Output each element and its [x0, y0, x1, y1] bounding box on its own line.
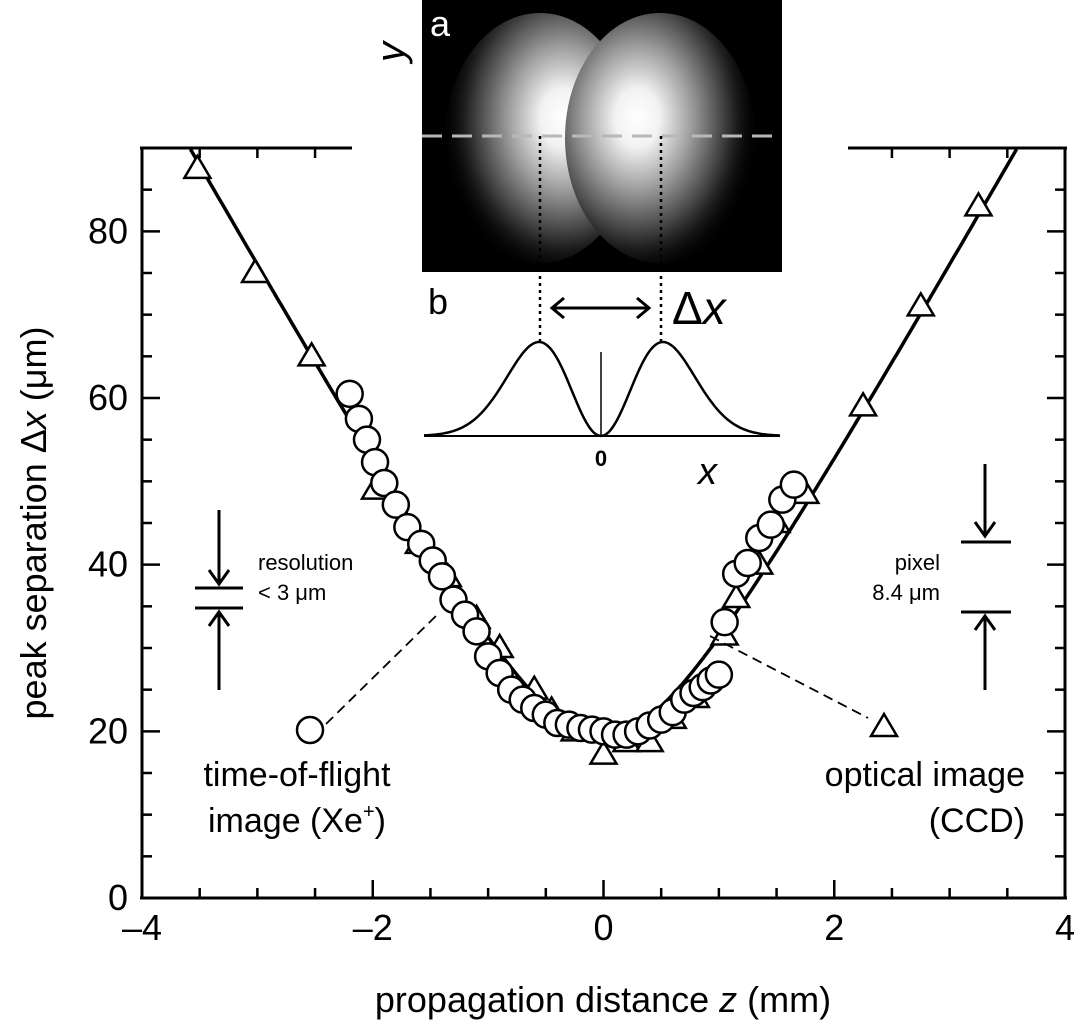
y-tick-label: 20 — [88, 710, 128, 751]
legend-triangle-marker — [868, 711, 900, 738]
profile-curve — [423, 340, 781, 438]
y-tick-label: 60 — [88, 377, 128, 418]
inset-y-axis-label: y — [369, 39, 413, 65]
inset-x-axis-label: x — [696, 451, 719, 493]
triangle-point — [182, 153, 213, 180]
x-tick-label: 0 — [593, 907, 613, 948]
inset-image-panel: a y — [369, 0, 782, 342]
pixel-label-line1: pixel — [895, 550, 940, 575]
triangle-point — [720, 582, 752, 609]
resolution-label-line1: resolution — [258, 550, 353, 575]
circle-point — [370, 468, 399, 498]
circle-point — [733, 548, 762, 578]
x-tick-label: –2 — [353, 907, 393, 948]
axis-ticks — [140, 146, 1067, 900]
legend-optical-image: optical image (CCD) — [709, 635, 1025, 840]
y-tick-label: 0 — [108, 877, 128, 918]
circle-point — [335, 379, 364, 409]
data-markers — [182, 153, 994, 765]
circle-point — [462, 617, 491, 646]
legend-time-of-flight: time-of-flight image (Xe+) — [203, 611, 441, 840]
triangle-point — [847, 390, 879, 417]
resolution-annotation: resolution < 3 μm — [195, 510, 353, 690]
x-tick-label: –4 — [122, 907, 162, 948]
triangle-point — [905, 290, 936, 317]
x-axis-label: propagation distance z (mm) — [375, 979, 831, 1020]
x-tick-label: 2 — [824, 907, 844, 948]
legend-circle-marker — [295, 715, 325, 745]
circle-point — [779, 470, 809, 499]
triangle-point — [296, 340, 327, 367]
inset-profile-panel: b 0 x Δx — [423, 281, 781, 493]
inset-panel-a-label: a — [430, 3, 451, 44]
y-tick-label: 80 — [88, 210, 128, 251]
legend-optical-line2: (CCD) — [929, 802, 1025, 840]
triangle-point — [239, 257, 271, 284]
circle-point — [756, 510, 786, 539]
y-axis-label: peak separation Δx (μm) — [13, 327, 54, 720]
legend-tof-line1: time-of-flight — [203, 756, 391, 794]
triangle-point — [963, 190, 994, 217]
pixel-annotation: pixel 8.4 μm — [872, 464, 1011, 690]
delta-x-double-arrow — [549, 296, 652, 320]
delta-x-label: Δx — [672, 282, 728, 334]
legend-tof-line2: image (Xe+) — [208, 801, 386, 840]
triangle-point — [588, 739, 619, 765]
legend-optical-line1: optical image — [825, 756, 1025, 794]
pixel-label-line2: 8.4 μm — [872, 580, 940, 605]
inset-panel-b-label: b — [428, 281, 448, 322]
resolution-label-line2: < 3 μm — [258, 580, 326, 605]
x-tick-label: 4 — [1055, 907, 1075, 948]
circle-point — [427, 562, 457, 591]
circle-point — [710, 607, 739, 637]
inset-zero-label: 0 — [595, 446, 607, 471]
circle-point — [704, 660, 734, 689]
y-tick-label: 40 — [88, 544, 128, 585]
circle-point — [381, 490, 411, 519]
